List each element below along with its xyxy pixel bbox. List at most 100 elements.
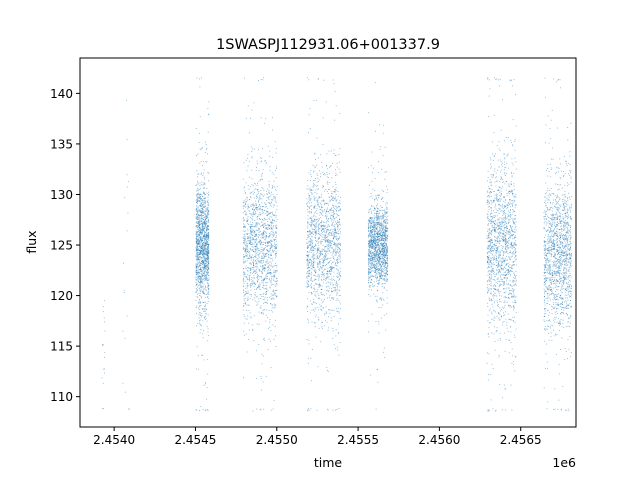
data-point bbox=[271, 211, 273, 213]
data-point bbox=[309, 230, 311, 232]
data-point bbox=[380, 242, 382, 244]
data-point bbox=[268, 225, 270, 227]
data-point bbox=[317, 204, 319, 206]
data-point bbox=[309, 237, 311, 239]
data-point bbox=[322, 199, 324, 201]
data-point bbox=[264, 203, 266, 205]
data-point bbox=[247, 282, 249, 284]
data-point bbox=[203, 192, 204, 194]
data-point bbox=[268, 214, 270, 216]
data-point bbox=[311, 273, 313, 275]
data-point bbox=[249, 257, 251, 259]
data-point bbox=[261, 276, 263, 278]
data-point bbox=[248, 238, 250, 240]
data-point bbox=[275, 346, 277, 347]
data-point bbox=[326, 181, 328, 183]
data-point bbox=[197, 220, 199, 222]
data-point bbox=[274, 247, 276, 249]
data-point bbox=[208, 214, 210, 215]
data-point bbox=[197, 247, 199, 249]
data-point bbox=[254, 294, 256, 296]
data-point bbox=[196, 236, 198, 237]
data-point bbox=[325, 319, 326, 321]
data-point bbox=[261, 221, 263, 223]
data-point bbox=[339, 341, 341, 343]
data-point bbox=[103, 299, 105, 301]
data-point bbox=[271, 244, 273, 246]
data-point bbox=[204, 240, 205, 242]
data-point bbox=[265, 302, 267, 303]
data-point bbox=[195, 254, 197, 256]
data-point bbox=[272, 186, 274, 188]
data-point bbox=[251, 203, 253, 205]
data-point bbox=[207, 245, 209, 247]
data-point bbox=[195, 269, 197, 271]
data-point bbox=[377, 263, 379, 265]
data-point bbox=[195, 209, 197, 211]
data-point bbox=[250, 197, 252, 198]
data-point bbox=[202, 229, 203, 230]
data-point bbox=[248, 251, 250, 253]
data-point bbox=[272, 214, 274, 216]
data-point bbox=[373, 258, 375, 260]
data-point bbox=[245, 280, 247, 282]
data-point bbox=[321, 288, 323, 290]
data-point bbox=[200, 198, 202, 200]
data-point bbox=[195, 280, 197, 282]
data-point bbox=[198, 233, 200, 235]
data-point bbox=[199, 277, 201, 279]
data-point bbox=[198, 199, 200, 201]
data-point bbox=[274, 186, 276, 188]
data-point bbox=[317, 284, 319, 286]
data-point bbox=[204, 310, 206, 312]
data-point bbox=[202, 242, 204, 243]
data-point bbox=[377, 210, 379, 212]
data-point bbox=[331, 232, 332, 234]
data-point bbox=[270, 254, 271, 256]
data-point bbox=[271, 223, 272, 225]
data-point bbox=[335, 209, 337, 210]
data-point bbox=[338, 273, 340, 275]
data-point bbox=[328, 282, 330, 284]
data-point bbox=[256, 188, 258, 190]
data-point bbox=[203, 223, 205, 225]
data-point bbox=[198, 259, 200, 261]
data-point bbox=[368, 248, 370, 250]
data-point bbox=[378, 271, 380, 273]
data-point bbox=[328, 189, 330, 190]
data-point bbox=[326, 275, 328, 277]
data-point bbox=[264, 339, 265, 341]
data-point bbox=[327, 370, 329, 372]
data-point bbox=[252, 249, 254, 251]
data-point bbox=[331, 282, 333, 284]
data-point bbox=[267, 277, 269, 279]
data-point bbox=[243, 239, 245, 241]
data-point bbox=[333, 279, 334, 281]
data-point bbox=[197, 194, 198, 196]
data-point bbox=[318, 227, 319, 229]
data-point bbox=[307, 225, 309, 227]
data-point bbox=[323, 221, 325, 223]
data-point bbox=[204, 279, 206, 281]
data-point bbox=[269, 244, 271, 246]
data-point bbox=[199, 263, 201, 265]
data-point bbox=[256, 185, 258, 186]
data-point bbox=[330, 216, 332, 218]
data-point bbox=[205, 274, 206, 276]
data-point bbox=[208, 236, 209, 237]
data-point bbox=[375, 256, 377, 258]
data-point bbox=[385, 242, 387, 244]
data-point bbox=[197, 275, 199, 277]
data-point bbox=[272, 194, 274, 196]
data-point bbox=[205, 383, 207, 385]
data-point bbox=[275, 270, 277, 272]
data-point bbox=[329, 235, 331, 236]
data-point bbox=[195, 284, 197, 286]
data-point bbox=[312, 189, 314, 191]
data-point bbox=[370, 246, 372, 247]
data-point bbox=[202, 222, 204, 224]
data-point bbox=[248, 310, 250, 311]
data-point bbox=[199, 185, 201, 187]
data-point bbox=[384, 275, 386, 277]
data-point bbox=[265, 320, 267, 322]
